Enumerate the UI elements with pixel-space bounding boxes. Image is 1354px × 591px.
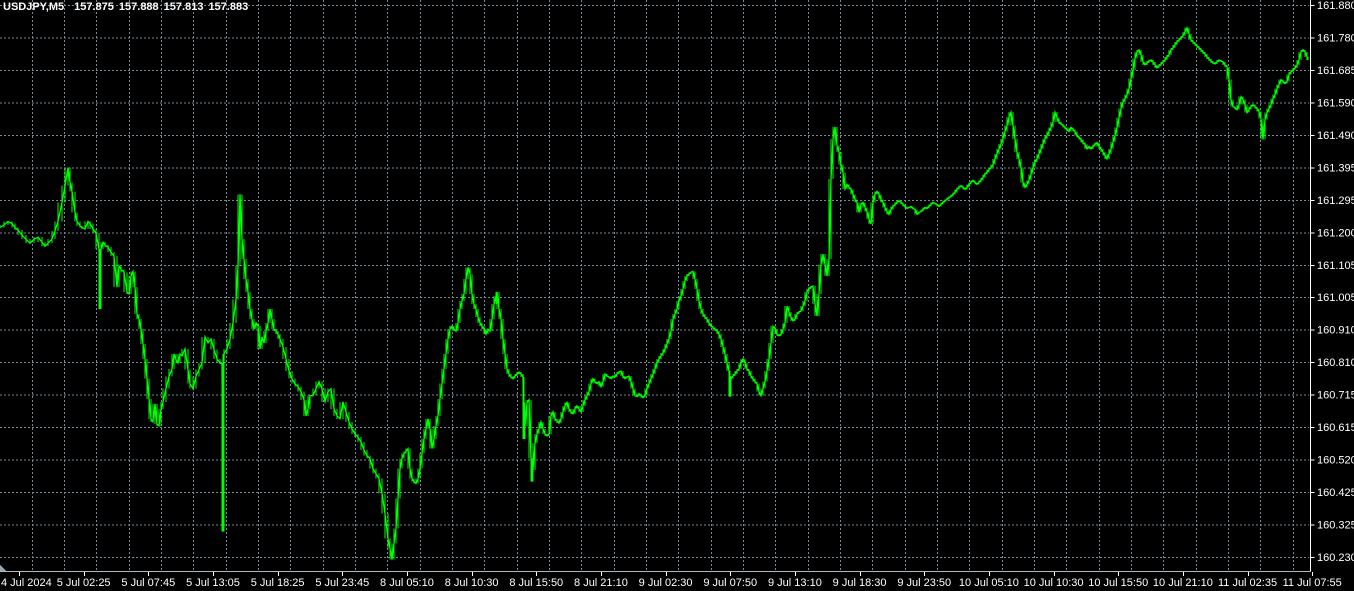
quote-open: 157.875 [74, 1, 114, 13]
time-label: 5 Jul 13:05 [186, 577, 240, 589]
time-label: 10 Jul 10:30 [1024, 577, 1084, 589]
time-label: 5 Jul 02:25 [57, 577, 111, 589]
grid-layer [0, 0, 1309, 571]
price-label: 161.590 [1317, 97, 1354, 109]
time-label: 10 Jul 05:10 [959, 577, 1019, 589]
chart-title: USDJPY,M5 157.875 157.888 157.813 157.883 [3, 1, 253, 13]
time-label: 5 Jul 07:45 [121, 577, 175, 589]
time-label: 8 Jul 15:50 [509, 577, 563, 589]
time-label: 8 Jul 10:30 [445, 577, 499, 589]
price-path [0, 25, 1309, 560]
time-label: 5 Jul 23:45 [315, 577, 369, 589]
price-label: 161.490 [1317, 130, 1354, 142]
price-label: 160.810 [1317, 357, 1354, 369]
scroll-anchor-marker [0, 565, 6, 571]
time-label: 11 Jul 07:55 [1283, 577, 1342, 589]
price-label: 160.325 [1317, 520, 1354, 532]
quote-low: 157.813 [163, 1, 204, 13]
price-label: 160.910 [1317, 325, 1354, 337]
price-label: 160.520 [1317, 455, 1354, 467]
symbol-timeframe-label: USDJPY,M5 [3, 1, 65, 13]
axis-frame [0, 0, 1311, 572]
time-label: 11 Jul 02:35 [1218, 577, 1277, 589]
price-label: 161.005 [1317, 292, 1354, 304]
time-label: 9 Jul 23:50 [897, 577, 951, 589]
price-axis[interactable]: 161.880 161.780 161.685 161.590 161.490 161.3… [1310, 0, 1354, 564]
price-label: 161.685 [1317, 65, 1354, 77]
time-axis[interactable]: 4 Jul 2024 5 Jul 02:25 5 Jul 07:45 5 Jul 13… [1, 572, 1342, 589]
time-label: 9 Jul 07:50 [703, 577, 757, 589]
price-label: 160.425 [1317, 487, 1354, 499]
quote-high: 157.888 [118, 1, 159, 13]
price-label: 160.230 [1317, 552, 1354, 564]
price-bars [0, 27, 1309, 560]
time-label: 4 Jul 2024 [1, 577, 52, 589]
time-label: 9 Jul 02:30 [639, 577, 693, 589]
price-label: 161.880 [1317, 0, 1354, 12]
price-label: 161.200 [1317, 227, 1354, 239]
price-series [0, 25, 1309, 560]
time-label: 9 Jul 13:10 [768, 577, 822, 589]
time-label: 10 Jul 15:50 [1088, 577, 1148, 589]
time-label: 9 Jul 18:30 [833, 577, 887, 589]
time-label: 8 Jul 05:10 [380, 577, 434, 589]
price-label: 161.295 [1317, 195, 1354, 207]
quote-close: 157.883 [208, 1, 249, 13]
price-label: 161.395 [1317, 162, 1354, 174]
price-label: 161.105 [1317, 260, 1354, 272]
price-label: 160.615 [1317, 422, 1354, 434]
price-label: 160.715 [1317, 390, 1354, 402]
time-label: 8 Jul 21:10 [574, 577, 628, 589]
price-label: 161.780 [1317, 32, 1354, 44]
time-label: 5 Jul 18:25 [251, 577, 305, 589]
time-label: 10 Jul 21:10 [1153, 577, 1213, 589]
